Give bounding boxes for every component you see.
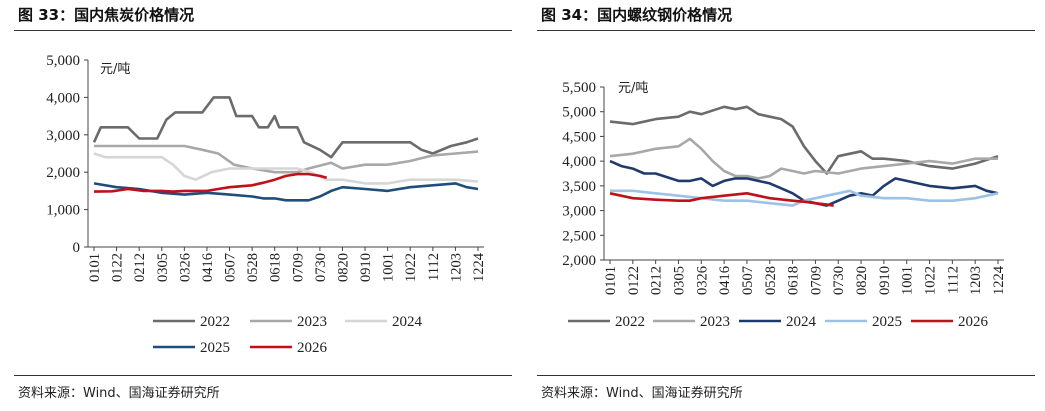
series-line-2024 — [93, 152, 479, 185]
series-line-2025 — [93, 182, 479, 202]
title-rule — [537, 30, 1035, 31]
x-tick-label: 0212 — [649, 266, 665, 295]
x-tick-label: 0709 — [808, 266, 824, 295]
x-tick-label: 0122 — [110, 253, 126, 282]
y-tick-label: 3,500 — [562, 179, 596, 195]
title-rule — [14, 30, 512, 31]
x-tick-label: 1001 — [381, 253, 397, 282]
rebar-price-chart: 5,500 5,000 4,500 4,000 3,500 3,000 2,500 2,000… — [562, 80, 1007, 330]
y-tick-label: 2,000 — [46, 165, 80, 181]
x-tick-label: 1112 — [426, 253, 442, 281]
legend-label-2023: 2023 — [297, 314, 327, 330]
y-tick-label: 4,000 — [46, 90, 80, 106]
x-tick-label: 0305 — [671, 266, 687, 295]
x-tick-label: 1001 — [900, 266, 916, 295]
legend-label-2025: 2025 — [872, 314, 902, 330]
source-note: 资料来源：Wind、国海证券研究所 — [541, 386, 743, 401]
legend-label-2023: 2023 — [700, 314, 730, 330]
legend-label-2026: 2026 — [958, 314, 989, 330]
unit-label: 元/吨 — [618, 81, 648, 96]
x-tick-label: 0416 — [717, 266, 733, 295]
chart-title: 图 34：国内螺纹钢价格情况 — [541, 6, 733, 24]
legend-label-2025: 2025 — [200, 340, 230, 356]
legend-label-2024: 2024 — [786, 314, 817, 330]
legend-label-2022: 2022 — [615, 314, 645, 330]
chart-title: 图 33：国内焦炭价格情况 — [18, 6, 195, 24]
x-tick-label: 0820 — [854, 266, 870, 295]
series-line-2024 — [609, 159, 999, 207]
y-tick-label: 4,500 — [562, 129, 596, 145]
x-tick-label: 0528 — [763, 266, 779, 295]
x-tick-label: 0101 — [603, 266, 619, 295]
y-tick-label: 0 — [73, 240, 81, 256]
unit-label: 元/吨 — [100, 62, 130, 77]
x-tick-label: 0326 — [177, 253, 193, 282]
x-tick-label: 0212 — [132, 253, 148, 282]
series-line-2023 — [609, 137, 998, 180]
y-tick-label: 5,500 — [562, 80, 596, 96]
series-line-2022 — [92, 96, 479, 159]
series-line-2022 — [609, 105, 999, 175]
coke-price-chart: 5,000 4,000 3,000 2,000 1,000 0 0101 0122 0212 03… — [46, 53, 487, 356]
y-tick-label: 4,000 — [562, 154, 596, 170]
x-tick-label: 0528 — [245, 253, 261, 282]
x-tick-label: 0416 — [200, 253, 216, 282]
x-tick-label: 1112 — [945, 266, 961, 294]
x-tick-label: 0820 — [335, 253, 351, 282]
x-tick-label: 0709 — [290, 253, 306, 282]
y-tick-label: 5,000 — [46, 53, 80, 69]
y-tick-label: 2,500 — [562, 228, 596, 244]
x-tick-label: 0910 — [358, 253, 374, 282]
x-tick-label: 1022 — [403, 253, 419, 282]
series-line-2026 — [93, 172, 328, 193]
x-tick-label: 1224 — [471, 252, 487, 282]
x-tick-label: 1022 — [923, 266, 939, 295]
x-tick-label: 0101 — [87, 253, 103, 282]
series-line-2023 — [94, 144, 479, 174]
y-tick-label: 2,000 — [562, 253, 596, 269]
source-note: 资料来源：Wind、国海证券研究所 — [18, 386, 220, 401]
panel-rebar-price: 图 34：国内螺纹钢价格情况 5,500 5,000 4,500 4,000 3,500… — [523, 0, 1045, 411]
x-tick-label: 1224 — [991, 265, 1007, 295]
source-rule — [537, 375, 1035, 376]
y-tick-label: 3,000 — [562, 204, 596, 220]
legend-label-2026: 2026 — [297, 340, 328, 356]
series-line-2025 — [610, 189, 999, 207]
x-tick-label: 0618 — [786, 266, 802, 295]
x-tick-label: 0507 — [740, 266, 756, 295]
x-tick-label: 0730 — [313, 253, 329, 282]
source-rule — [14, 375, 512, 376]
x-tick-label: 0910 — [877, 266, 893, 295]
series-line-2026 — [609, 192, 834, 207]
y-tick-label: 3,000 — [46, 128, 80, 144]
x-tick-label: 0618 — [268, 253, 284, 282]
panel-coke-price: 图 33：国内焦炭价格情况 5,000 4,000 3,000 2,000 1,000 0… — [0, 0, 522, 411]
legend-label-2022: 2022 — [200, 314, 230, 330]
x-tick-label: 0305 — [155, 253, 171, 282]
x-tick-label: 0326 — [694, 266, 710, 295]
x-tick-label: 1203 — [448, 253, 464, 282]
x-tick-label: 1203 — [968, 266, 984, 295]
x-tick-label: 0730 — [831, 266, 847, 295]
y-tick-label: 5,000 — [562, 105, 596, 121]
x-tick-label: 0122 — [626, 266, 642, 295]
y-tick-label: 1,000 — [46, 203, 80, 219]
x-tick-label: 0507 — [223, 253, 239, 282]
legend-label-2024: 2024 — [392, 314, 423, 330]
